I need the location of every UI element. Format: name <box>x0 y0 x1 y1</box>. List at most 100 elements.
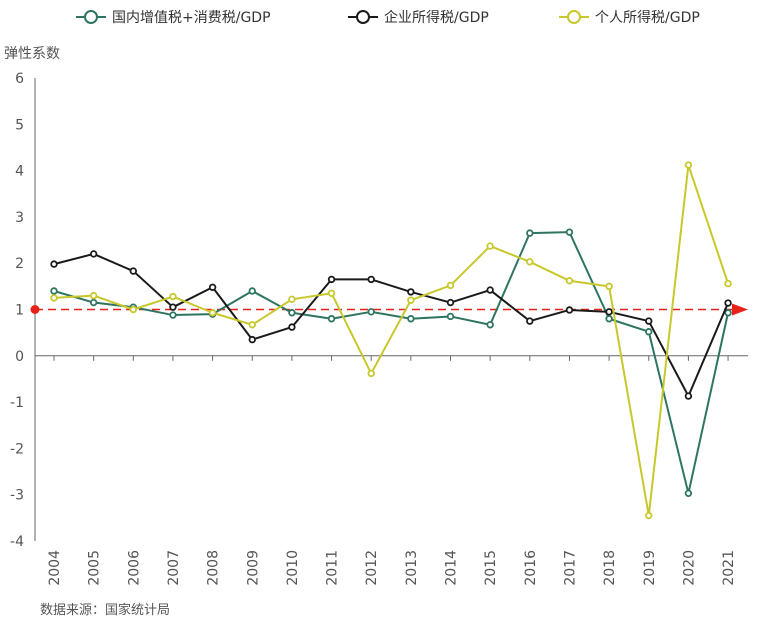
data-point <box>89 291 98 300</box>
y-axis: -4 -3 -2 -1 0 1 2 3 4 5 6 <box>10 71 36 550</box>
data-point <box>724 299 732 307</box>
y-tick-label: 0 <box>15 349 24 365</box>
x-tick-label: 2007 <box>166 550 182 586</box>
data-point <box>446 298 455 307</box>
data-point <box>645 317 653 325</box>
data-point <box>486 286 494 294</box>
data-point <box>367 369 375 378</box>
data-point <box>645 328 653 336</box>
data-point <box>89 250 98 258</box>
y-tick-label: 4 <box>15 164 24 180</box>
x-tick-label: 2018 <box>602 550 618 586</box>
legend-marker <box>356 10 370 24</box>
data-point <box>605 282 613 291</box>
x-tick-label: 2016 <box>523 550 539 586</box>
legend-item: 企业所得税/GDP <box>348 9 489 26</box>
data-point <box>248 287 256 295</box>
legend-label: 国内增值税+消费税/GDP <box>112 10 271 26</box>
data-point <box>248 335 256 344</box>
data-point <box>446 281 455 290</box>
data-point <box>367 308 375 316</box>
data-point <box>288 323 296 331</box>
y-tick-label: 6 <box>15 71 24 87</box>
data-point <box>327 289 336 297</box>
data-point <box>50 287 58 295</box>
x-tick-label: 2005 <box>87 550 103 586</box>
data-point <box>129 267 137 275</box>
y-tick-label: 1 <box>15 303 24 319</box>
source-note: 数据来源：国家统计局 <box>40 603 171 618</box>
series-3 <box>50 161 732 520</box>
y-tick-label: -4 <box>10 534 24 550</box>
series-group <box>50 161 732 520</box>
data-point <box>486 242 494 250</box>
data-point <box>565 306 574 314</box>
series-2 <box>50 250 732 400</box>
y-tick-label: 2 <box>15 256 24 272</box>
data-point <box>208 309 217 317</box>
y-tick-label: -2 <box>10 441 24 457</box>
data-point <box>50 260 58 268</box>
x-tick-label: 2020 <box>681 550 697 586</box>
x-tick-label: 2013 <box>404 550 420 586</box>
data-point <box>288 309 296 317</box>
data-point <box>526 258 534 266</box>
data-point <box>565 228 574 236</box>
data-point <box>605 308 613 316</box>
x-tick-label: 2011 <box>325 550 341 586</box>
legend-item: 个人所得税/GDP <box>559 9 700 26</box>
reference-start-dot <box>30 305 40 314</box>
data-point <box>407 315 415 323</box>
data-point <box>169 303 177 311</box>
x-tick-label: 2008 <box>206 550 222 586</box>
data-point <box>367 275 375 284</box>
data-point <box>645 511 653 520</box>
series-line <box>53 164 729 517</box>
legend-marker <box>567 10 581 24</box>
x-tick-label: 2006 <box>126 550 142 586</box>
x-tick-label: 2004 <box>47 550 63 586</box>
reference-arrow-icon <box>732 303 748 316</box>
x-tick-label: 2009 <box>245 550 261 586</box>
y-tick-label: -3 <box>10 488 24 504</box>
data-point <box>50 294 58 302</box>
legend-item: 国内增值税+消费税/GDP <box>76 10 271 26</box>
legend-label: 个人所得税/GDP <box>595 9 700 26</box>
data-point <box>248 321 256 329</box>
data-point <box>327 275 336 284</box>
legend: 国内增值税+消费税/GDP 企业所得税/GDP 个人所得税/GDP <box>76 9 700 26</box>
x-tick-label: 2021 <box>721 550 737 586</box>
data-point <box>526 229 534 237</box>
data-point <box>89 298 98 307</box>
x-tick-label: 2012 <box>364 550 380 586</box>
x-tick-label: 2014 <box>444 550 460 586</box>
x-tick-label: 2019 <box>642 550 658 586</box>
data-point <box>724 309 732 317</box>
data-point <box>208 283 217 291</box>
series-1 <box>50 228 732 498</box>
series-line <box>53 231 730 495</box>
data-point <box>684 392 693 400</box>
data-point <box>526 317 534 325</box>
data-point <box>407 288 415 296</box>
y-tick-label: -1 <box>10 395 24 411</box>
data-point <box>288 295 296 304</box>
data-point <box>605 315 613 323</box>
y-tick-label: 3 <box>15 210 24 226</box>
data-point <box>407 296 415 304</box>
x-tick-label: 2010 <box>285 550 301 586</box>
data-point <box>129 305 137 314</box>
x-tick-label: 2017 <box>562 550 578 586</box>
data-point <box>446 312 455 321</box>
reference-line <box>30 303 748 316</box>
x-tick-label: 2015 <box>483 550 499 586</box>
data-point <box>684 161 693 169</box>
legend-marker <box>84 10 98 24</box>
y-tick-label: 5 <box>15 117 24 133</box>
legend-label: 企业所得税/GDP <box>384 9 489 26</box>
series-line <box>53 252 729 398</box>
data-point <box>327 315 336 323</box>
data-point <box>169 311 177 319</box>
data-point <box>684 489 693 498</box>
